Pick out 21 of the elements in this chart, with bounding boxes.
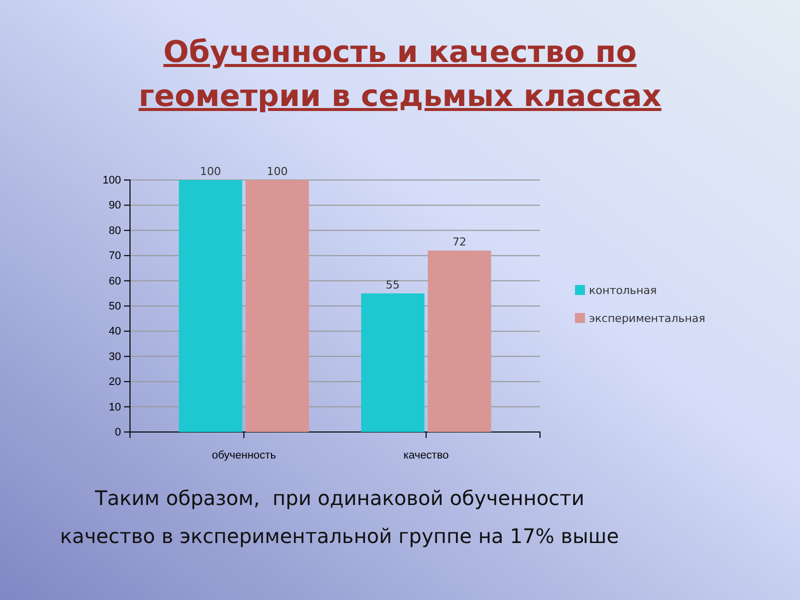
- y-tick-label: 90: [108, 200, 121, 212]
- legend-label: контольная: [589, 284, 657, 297]
- y-tick-label: 30: [108, 350, 121, 363]
- y-tick-label: 40: [108, 326, 121, 338]
- y-tick-label: 0: [114, 426, 121, 439]
- data-label: 72: [452, 236, 466, 249]
- y-tick-label: 100: [102, 174, 121, 187]
- y-tick-label: 10: [108, 401, 121, 414]
- y-tick-label: 80: [108, 224, 121, 237]
- y-tick-label: 70: [108, 250, 121, 262]
- chart-title: Обученность и качество по геометрии в седьмых классах: [138, 35, 662, 114]
- legend-label: экспериментальная: [589, 312, 706, 325]
- data-label: 100: [200, 165, 222, 178]
- data-label: 55: [386, 278, 400, 292]
- x-tick-label: качество: [404, 450, 449, 462]
- data-label: 100: [266, 165, 288, 178]
- text: Таким образом, при одинаковой обученности качество в экспериментальной группе на 17% выше: [60, 486, 619, 548]
- y-tick-label: 20: [108, 376, 121, 388]
- y-tick-label: 50: [108, 300, 121, 313]
- x-tick-label: обученность: [212, 450, 276, 462]
- y-tick-label: 60: [108, 275, 121, 288]
